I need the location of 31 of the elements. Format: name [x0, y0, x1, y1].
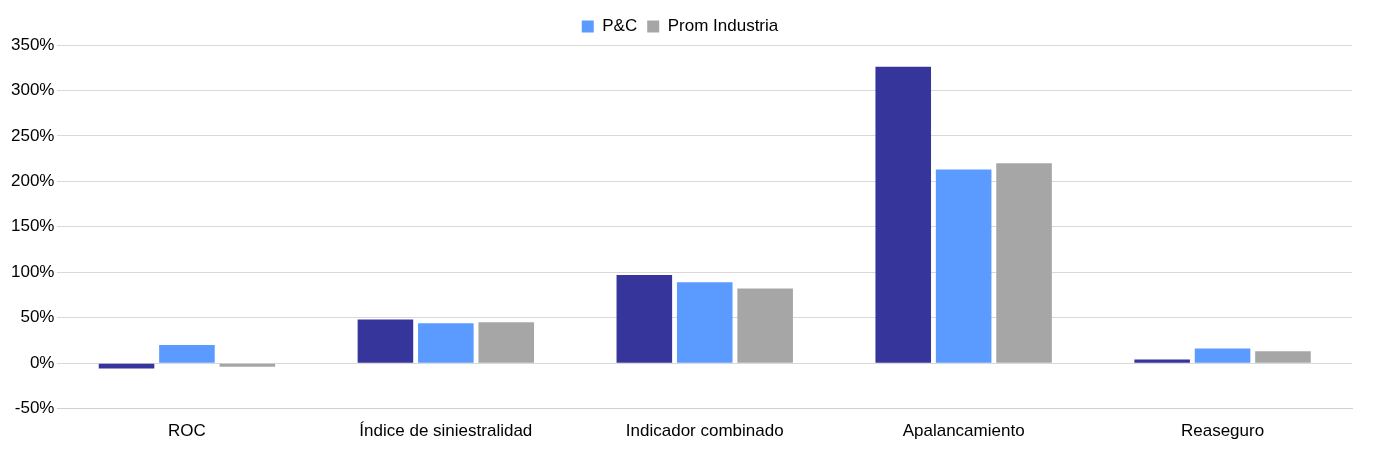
- x-tick-label: Indicador combinado: [625, 421, 784, 441]
- bar: [935, 169, 992, 363]
- bar: [1134, 359, 1190, 363]
- y-tick-label: 350%: [11, 34, 55, 54]
- bar: [418, 323, 474, 363]
- bar: [219, 363, 276, 367]
- bar: [676, 282, 733, 363]
- x-tick-label: ROC: [168, 421, 206, 441]
- bar: [996, 163, 1052, 363]
- bar: [1194, 348, 1251, 363]
- y-tick-label: 300%: [11, 80, 55, 100]
- y-tick-label: 0%: [29, 352, 55, 372]
- bar: [1255, 351, 1311, 363]
- y-tick-label: 50%: [20, 307, 55, 327]
- y-tick-label: 250%: [11, 125, 55, 145]
- y-tick-label: 200%: [11, 171, 55, 191]
- legend-label: Prom Industria: [667, 16, 779, 36]
- bar: [875, 66, 932, 363]
- legend-label: P&C: [602, 16, 638, 36]
- bar: [737, 288, 793, 363]
- bar: [357, 319, 414, 363]
- bar: [616, 274, 673, 363]
- bar: [159, 344, 215, 363]
- y-tick-label: 150%: [11, 216, 55, 236]
- x-tick-label: Índice de siniestralidad: [359, 421, 533, 441]
- x-tick-label: Reaseguro: [1180, 421, 1265, 441]
- x-tick-label: Apalancamiento: [902, 421, 1025, 441]
- bar: [478, 322, 535, 363]
- bar: [98, 363, 155, 369]
- y-tick-label: 100%: [11, 261, 55, 281]
- y-tick-label: -50%: [14, 398, 55, 418]
